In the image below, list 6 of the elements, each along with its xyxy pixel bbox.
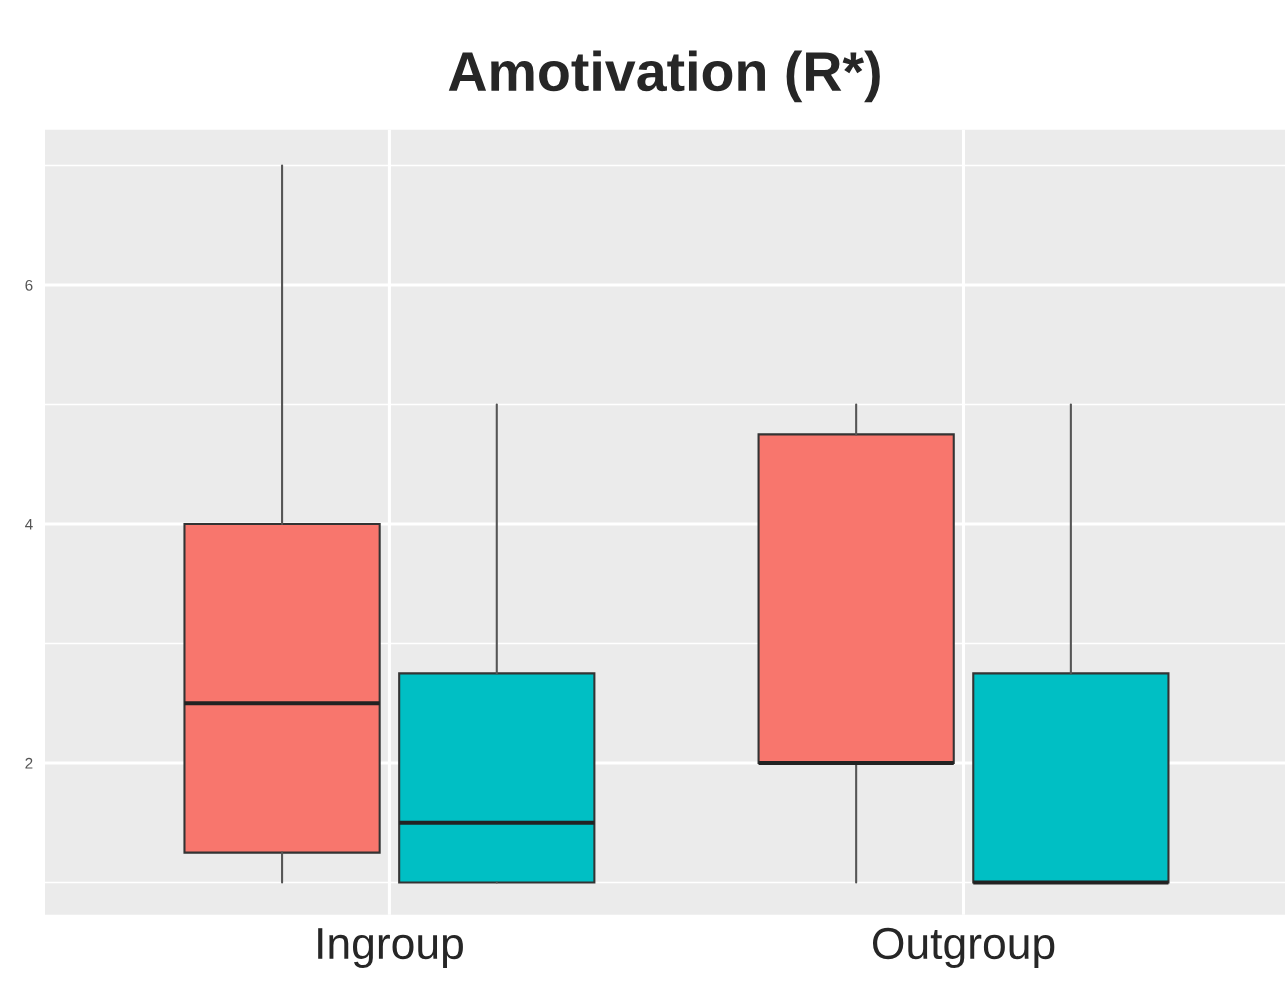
y-tick-label: 2 <box>25 757 33 769</box>
x-tick-label: Outgroup <box>872 927 1055 968</box>
chart-title: Amotivation (R*) <box>448 50 880 103</box>
y-tick-label: 4 <box>25 519 33 530</box>
y-tick-label: 6 <box>25 279 33 291</box>
x-tick-label: Ingroup <box>318 928 463 968</box>
